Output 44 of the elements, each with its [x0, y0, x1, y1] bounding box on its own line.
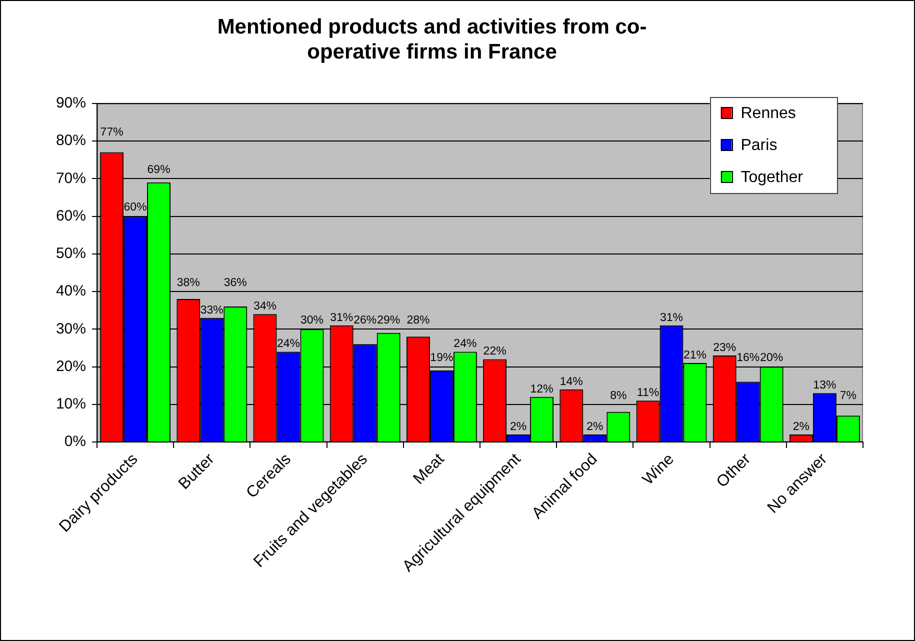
y-tick-label: 20%: [56, 358, 86, 375]
data-label: 24%: [276, 338, 300, 350]
y-tick-label: 40%: [56, 282, 86, 300]
legend-label: Paris: [740, 136, 778, 154]
data-label: 2%: [792, 420, 810, 433]
data-label: 33%: [200, 304, 224, 316]
data-label: 2%: [586, 420, 604, 433]
data-label: 2%: [510, 420, 527, 433]
data-label: 21%: [683, 349, 707, 362]
y-tick-label: 80%: [56, 132, 86, 150]
data-label: 19%: [430, 352, 454, 364]
chart-title: Mentioned products and activities from co-operative firms in France: [217, 15, 647, 64]
data-label: 12%: [530, 383, 554, 396]
data-label: 24%: [454, 338, 477, 350]
data-label: 14%: [560, 376, 583, 388]
data-label: 31%: [330, 312, 354, 324]
data-label: 28%: [406, 314, 430, 327]
y-tick-label: 30%: [56, 320, 86, 338]
y-tick-label: 10%: [56, 396, 86, 413]
data-label: 11%: [636, 387, 660, 400]
data-label: 13%: [813, 380, 836, 392]
data-label: 77%: [100, 126, 124, 138]
data-label: 16%: [736, 352, 760, 364]
data-label: 30%: [300, 314, 324, 327]
data-label: 23%: [713, 342, 736, 354]
y-tick-label: 60%: [56, 207, 86, 224]
data-label: 69%: [147, 164, 170, 176]
data-label: 36%: [224, 276, 247, 289]
y-tick-label: 50%: [56, 245, 86, 262]
data-label: 38%: [176, 276, 200, 289]
data-label: 20%: [760, 352, 784, 364]
data-label: 60%: [124, 202, 147, 214]
data-label: 7%: [840, 390, 857, 402]
y-tick-label: 70%: [56, 170, 86, 187]
y-tick-label: 0%: [64, 433, 86, 450]
y-tick-label: 90%: [56, 94, 86, 112]
data-label: 22%: [483, 346, 506, 358]
legend-label: Together: [740, 168, 804, 186]
data-label: 26%: [354, 314, 377, 327]
data-label: 31%: [660, 312, 684, 324]
legend-label: Rennes: [740, 104, 796, 122]
data-label: 29%: [377, 314, 400, 327]
data-label: 34%: [253, 300, 277, 313]
data-label: 8%: [610, 390, 627, 402]
